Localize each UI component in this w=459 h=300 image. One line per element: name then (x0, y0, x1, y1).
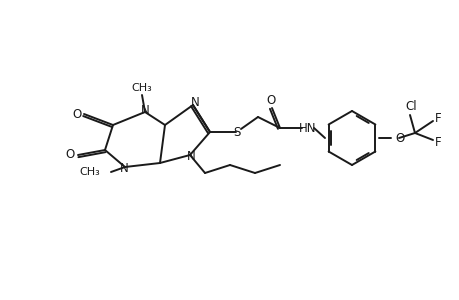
Text: CH₃: CH₃ (79, 167, 100, 177)
Text: CH₃: CH₃ (131, 83, 152, 93)
Text: F: F (434, 136, 440, 149)
Text: N: N (119, 161, 128, 175)
Text: S: S (233, 127, 240, 140)
Text: N: N (186, 149, 195, 163)
Text: O: O (266, 94, 275, 106)
Text: HN: HN (299, 122, 316, 136)
Text: O: O (394, 131, 403, 145)
Text: F: F (434, 112, 440, 124)
Text: Cl: Cl (404, 100, 416, 113)
Text: O: O (72, 107, 81, 121)
Text: O: O (65, 148, 74, 161)
Text: N: N (140, 103, 149, 116)
Text: N: N (190, 97, 199, 110)
